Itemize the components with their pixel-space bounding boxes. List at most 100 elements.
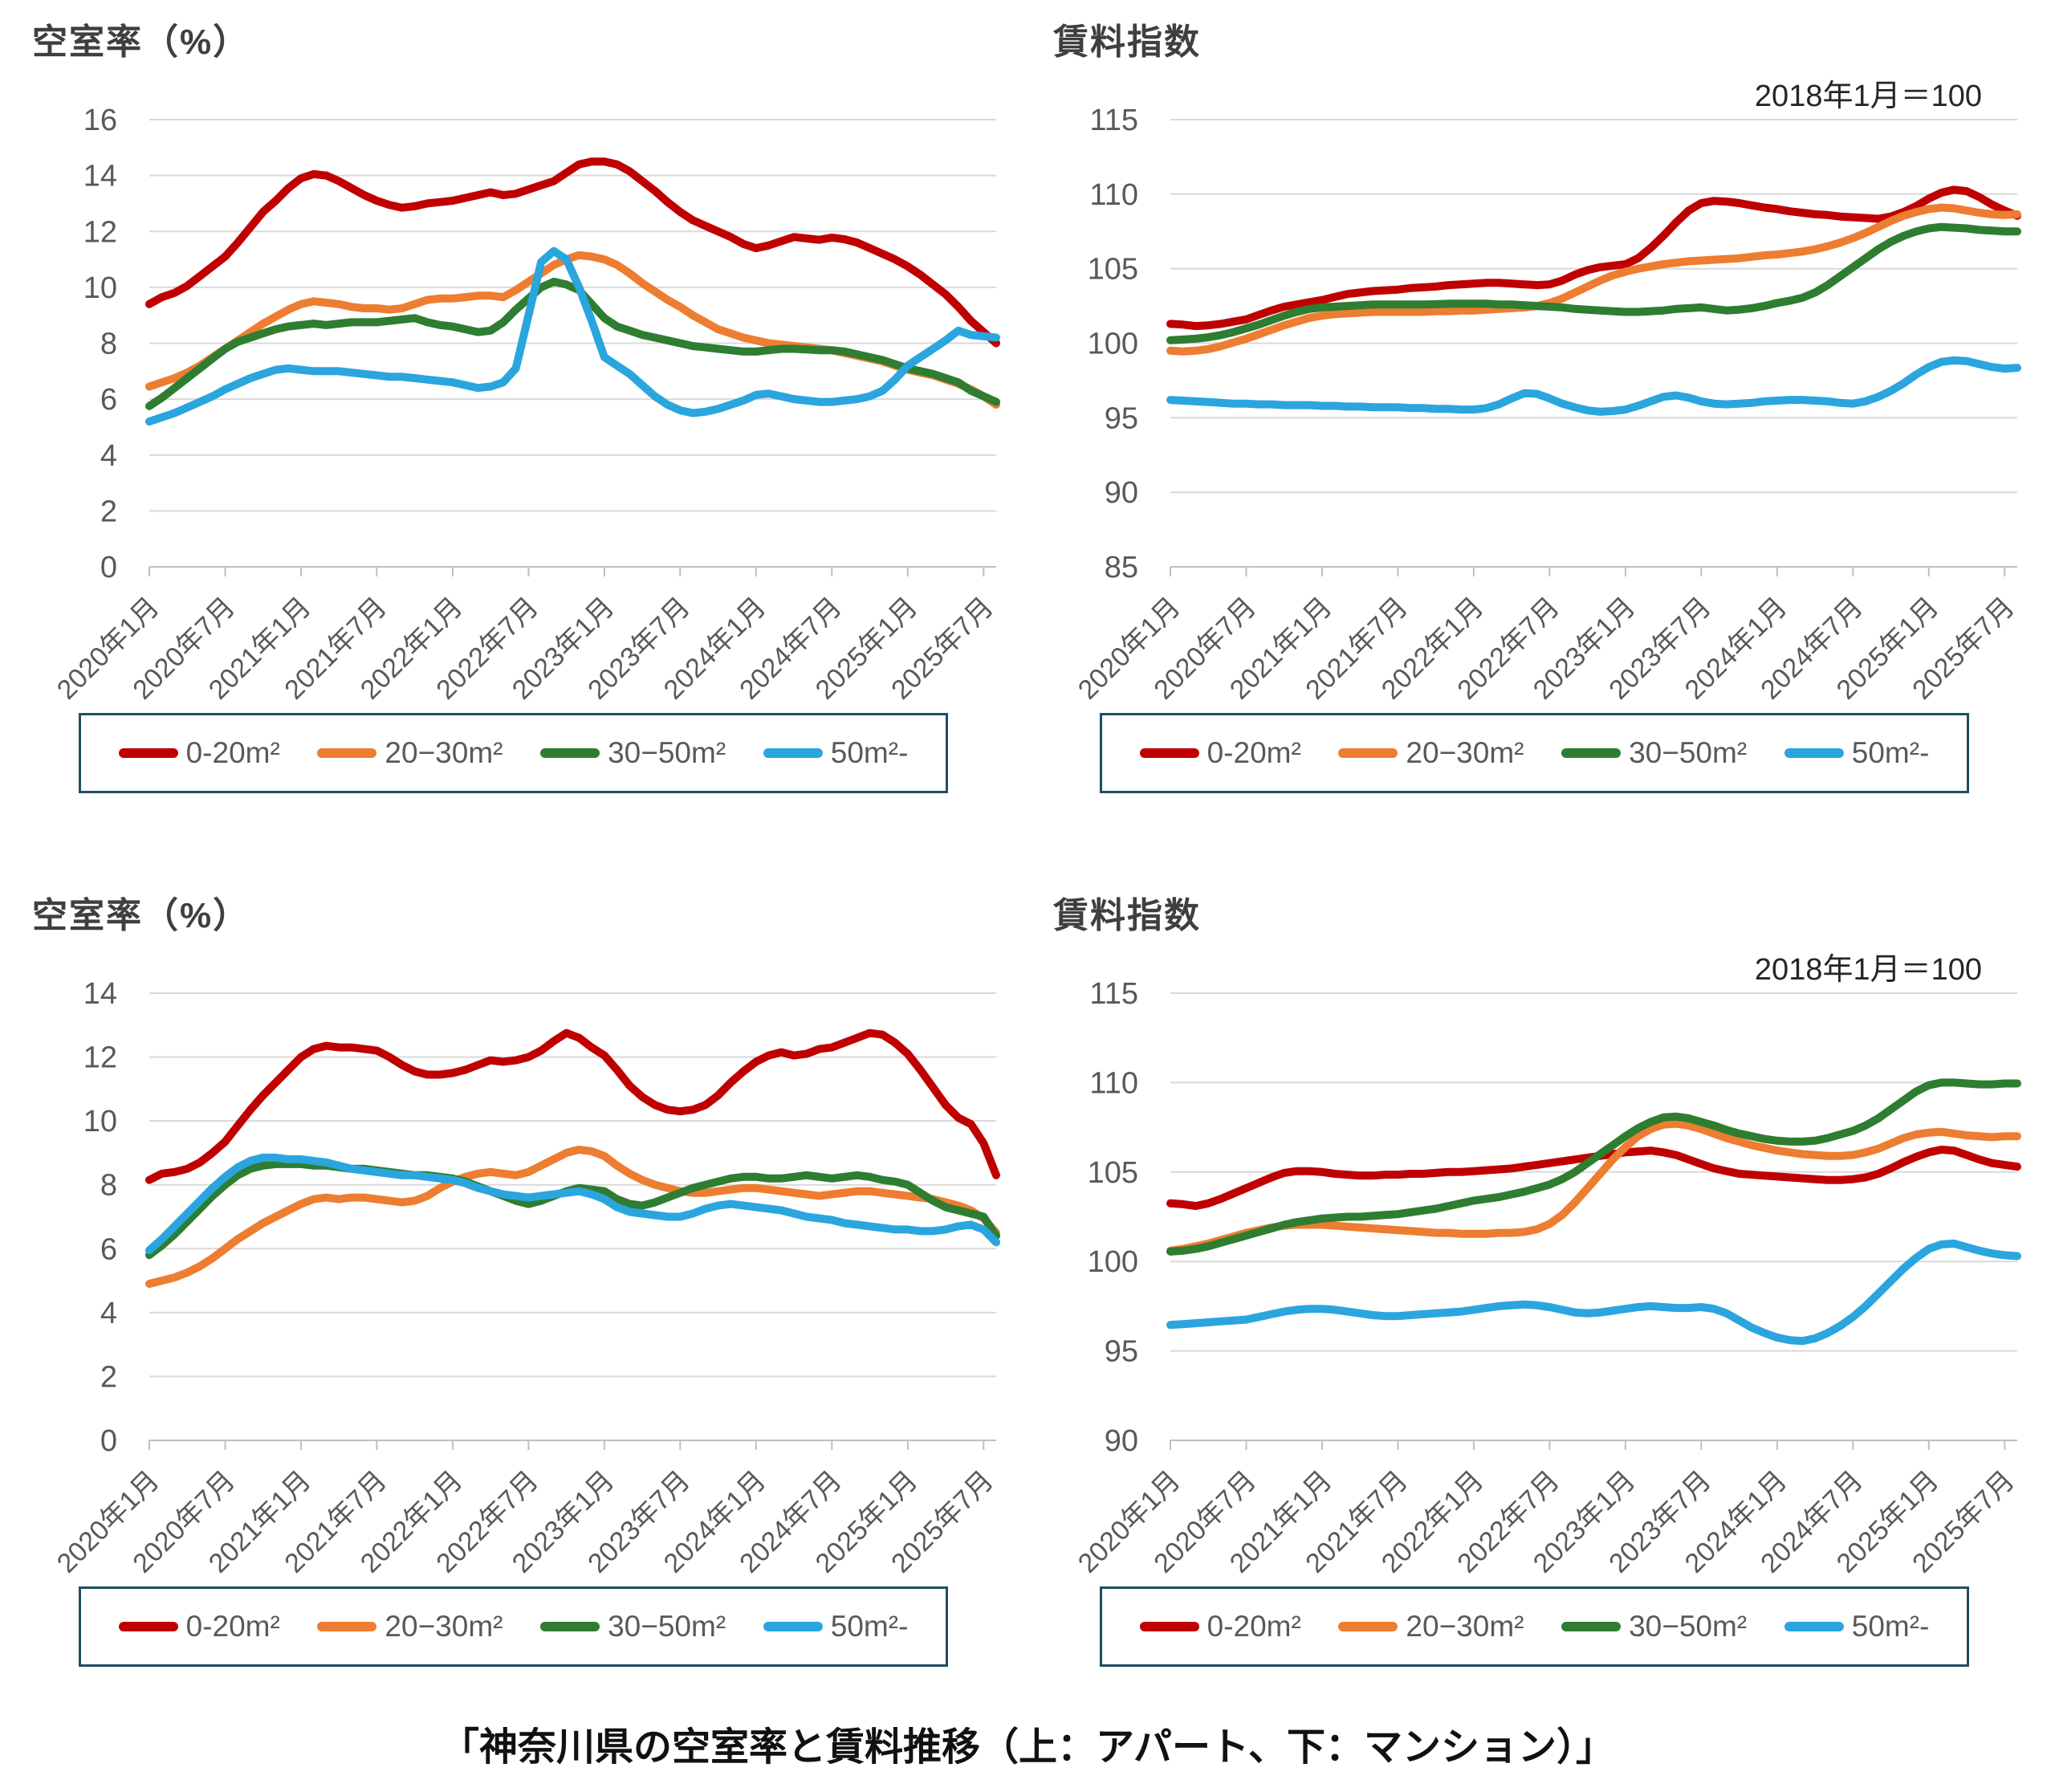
y-axis-label: 4 xyxy=(100,439,117,473)
chart-title: 空室率（%） xyxy=(32,22,250,62)
legend-label: 20−30m² xyxy=(1406,736,1524,769)
chart-title: 賃料指数 xyxy=(1053,896,1201,935)
chart-mansion-vacancy: 空室率（%） 0 2 4 6 8 10 12 14 2020年1月 2020年7月 2021年1月 2… xyxy=(29,885,1012,1724)
legend-label: 20−30m² xyxy=(1406,1610,1524,1643)
y-axis-label: 85 xyxy=(1105,551,1138,584)
legend-item: 20−30m² xyxy=(1338,736,1524,770)
y-axis-label: 95 xyxy=(1105,1335,1138,1369)
legend-label: 50m²- xyxy=(830,1610,909,1643)
legend-item: 30−50m² xyxy=(1561,736,1747,770)
plot-mansion-vacancy: 024681012142020年1月2020年7月2021年1月2021年7月2… xyxy=(51,977,1000,1579)
legend-item: 30−50m² xyxy=(1561,1610,1747,1643)
series-line-0-20m² xyxy=(1166,185,2021,331)
series-line-50m²- xyxy=(145,1153,1000,1255)
legend-swatch xyxy=(1784,748,1844,758)
legend-swatch xyxy=(317,748,377,758)
series-line-20−30m² xyxy=(145,1145,1000,1288)
series-line-50m²- xyxy=(1166,1239,2021,1346)
legend-label: 30−50m² xyxy=(608,1610,726,1643)
plot-apartment-rent-index: 8590951001051101152020年1月2020年7月2021年1月2… xyxy=(1072,104,2021,706)
legend-label: 30−50m² xyxy=(1629,736,1748,769)
legend-label: 30−50m² xyxy=(608,736,726,769)
y-axis-label: 12 xyxy=(83,215,117,249)
legend-label: 50m²- xyxy=(1851,736,1930,769)
series-line-20−30m² xyxy=(1166,1119,2021,1255)
index-base-note: 2018年1月＝100 xyxy=(1754,79,1982,113)
legend-item: 20−30m² xyxy=(317,1610,503,1643)
legend-item: 0-20m² xyxy=(1139,1610,1301,1643)
legend-item: 30−50m² xyxy=(540,1610,726,1643)
legend-swatch xyxy=(540,1622,600,1631)
series-line-0-20m² xyxy=(145,1028,1000,1184)
y-axis-label: 110 xyxy=(1089,1066,1138,1100)
y-axis-label: 14 xyxy=(83,160,117,193)
y-axis-label: 0 xyxy=(100,551,117,584)
plot-apartment-vacancy: 02468101214162020年1月2020年7月2021年1月2021年7… xyxy=(51,104,1000,706)
y-axis-label: 10 xyxy=(83,1105,117,1138)
chart-title: 空室率（%） xyxy=(32,896,250,935)
legend-swatch xyxy=(1784,1622,1844,1631)
y-axis-label: 110 xyxy=(1089,178,1138,212)
chart-apartment-vacancy: 空室率（%） 0 2 4 6 8 10 12 14 16 2020年1月 2020年7月 2021年1… xyxy=(29,11,1012,850)
series-line-30−50m² xyxy=(145,277,1000,410)
y-axis-label: 105 xyxy=(1088,1156,1138,1190)
y-axis-label: 0 xyxy=(100,1424,117,1458)
y-axis-label: 14 xyxy=(83,977,117,1011)
legend-swatch xyxy=(763,748,823,758)
legend-label: 0-20m² xyxy=(1207,1610,1301,1643)
legend-label: 20−30m² xyxy=(385,1610,503,1643)
legend-item: 50m²- xyxy=(1784,1610,1930,1643)
legend-swatch xyxy=(118,1622,178,1631)
y-axis-label: 12 xyxy=(83,1041,117,1075)
y-axis-label: 100 xyxy=(1088,1245,1138,1279)
y-axis-label: 6 xyxy=(100,383,117,417)
legend-item: 20−30m² xyxy=(1338,1610,1524,1643)
y-axis-label: 105 xyxy=(1088,253,1138,287)
y-axis-label: 2 xyxy=(100,1360,117,1394)
series-line-30−50m² xyxy=(1166,222,2021,344)
legend-item: 50m²- xyxy=(763,1610,909,1643)
y-axis-label: 2 xyxy=(100,495,117,528)
legend-apartment-rent-index: 0-20m² 20−30m² 30−50m² 50m²- xyxy=(1100,713,1969,793)
y-axis-label: 4 xyxy=(100,1297,117,1330)
legend-swatch xyxy=(540,748,600,758)
legend-item: 0-20m² xyxy=(118,1610,280,1643)
y-axis-label: 10 xyxy=(83,271,117,305)
legend-swatch xyxy=(1139,1622,1199,1631)
legend-swatch xyxy=(1338,748,1398,758)
y-axis-label: 115 xyxy=(1089,977,1138,1011)
index-base-note: 2018年1月＝100 xyxy=(1754,953,1982,987)
legend-swatch xyxy=(118,748,178,758)
y-axis-label: 100 xyxy=(1088,328,1138,361)
legend-item: 0-20m² xyxy=(1139,736,1301,770)
legend-label: 0-20m² xyxy=(185,1610,280,1643)
y-axis-label: 8 xyxy=(100,1169,117,1203)
figure-caption: 「神奈川県の空室率と賃料推移（上：アパート、下：マンション）」 xyxy=(440,1726,1615,1769)
legend-mansion-rent-index: 0-20m² 20−30m² 30−50m² 50m²- xyxy=(1100,1586,1969,1667)
chart-title: 賃料指数 xyxy=(1053,22,1201,62)
legend-swatch xyxy=(1561,1622,1622,1631)
y-axis-label: 90 xyxy=(1105,1424,1138,1458)
legend-swatch xyxy=(1139,748,1199,758)
legend-item: 50m²- xyxy=(1784,736,1930,770)
legend-swatch xyxy=(763,1622,823,1631)
legend-label: 0-20m² xyxy=(185,736,280,769)
legend-item: 0-20m² xyxy=(118,736,280,770)
y-axis-label: 8 xyxy=(100,328,117,361)
series-line-30−50m² xyxy=(145,1159,1000,1260)
y-axis-label: 6 xyxy=(100,1232,117,1266)
legend-label: 50m²- xyxy=(1851,1610,1930,1643)
series-line-20−30m² xyxy=(1166,203,2021,356)
legend-swatch xyxy=(1338,1622,1398,1631)
legend-item: 30−50m² xyxy=(540,736,726,770)
legend-label: 0-20m² xyxy=(1207,736,1301,769)
legend-swatch xyxy=(317,1622,377,1631)
y-axis-label: 90 xyxy=(1105,476,1138,510)
legend-apartment-vacancy: 0-20m² 20−30m² 30−50m² 50m²- xyxy=(79,713,948,793)
legend-item: 50m²- xyxy=(763,736,909,770)
legend-label: 50m²- xyxy=(830,736,909,769)
y-axis-label: 115 xyxy=(1089,104,1138,137)
legend-mansion-vacancy: 0-20m² 20−30m² 30−50m² 50m²- xyxy=(79,1586,948,1667)
legend-swatch xyxy=(1561,748,1622,758)
